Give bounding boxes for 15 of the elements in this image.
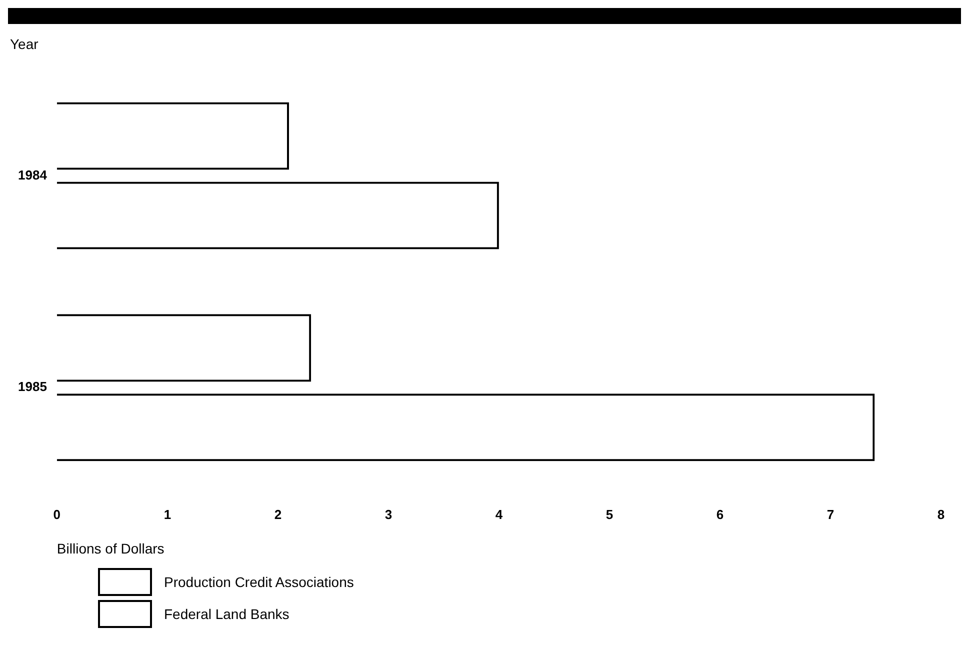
legend-label: Federal Land Banks: [164, 606, 290, 622]
x-axis-title: Billions of Dollars: [56, 540, 164, 556]
x-tick-label: 7: [826, 506, 834, 522]
x-tick-label: 3: [384, 506, 392, 522]
x-tick-label: 0: [53, 506, 61, 522]
y-tick-label: 1985: [18, 379, 47, 394]
x-tick-label: 6: [716, 506, 724, 522]
x-tick-label: 2: [274, 506, 282, 522]
x-tick-label: 4: [495, 506, 504, 522]
y-tick-label: 1984: [18, 167, 48, 182]
x-tick-label: 8: [937, 506, 945, 522]
y-axis-title: Year: [10, 36, 40, 52]
x-tick-label: 5: [606, 506, 614, 522]
legend-label: Production Credit Associations: [164, 574, 354, 590]
x-tick-label: 1: [164, 506, 172, 522]
